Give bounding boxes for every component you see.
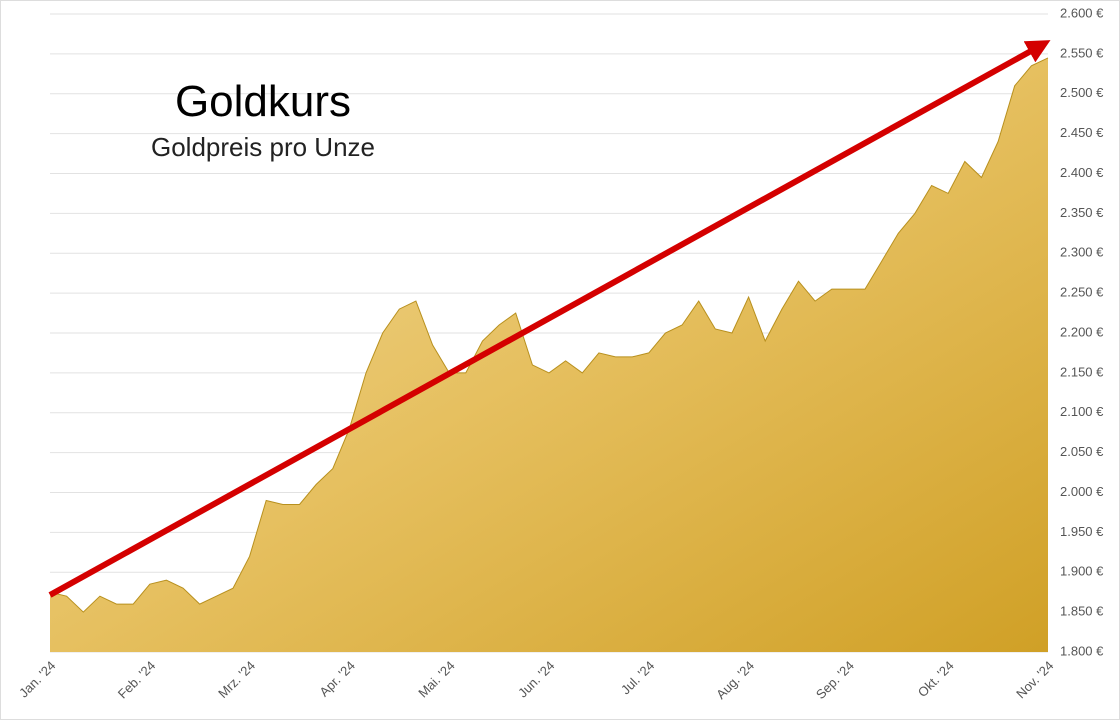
area	[50, 57, 1048, 652]
x-tick-label: Mai. '24	[415, 658, 458, 701]
y-tick-label: 2.050 €	[1060, 444, 1104, 459]
plot	[49, 57, 1049, 652]
x-tick-label: Jul. '24	[618, 658, 657, 697]
x-tick-label: Mrz. '24	[215, 658, 258, 701]
y-tick-label: 2.600 €	[1060, 5, 1104, 20]
trend-arrow	[48, 40, 1051, 598]
y-tick-label: 2.000 €	[1060, 484, 1104, 499]
y-tick-label: 2.150 €	[1060, 364, 1104, 379]
x-tick-label: Jan. '24	[16, 658, 59, 701]
x-tick-label: Sep. '24	[813, 658, 857, 702]
area-line	[49, 57, 1049, 613]
y-tick-label: 2.450 €	[1060, 125, 1104, 140]
y-tick-label: 2.350 €	[1060, 205, 1104, 220]
y-tick-label: 1.900 €	[1060, 564, 1104, 579]
x-tick-label: Aug. '24	[713, 658, 757, 702]
chart-title: Goldkurs	[175, 77, 351, 126]
y-tick-label: 2.100 €	[1060, 404, 1104, 419]
y-tick-label: 2.250 €	[1060, 285, 1104, 300]
x-tick-label: Apr. '24	[316, 658, 357, 699]
chart-subtitle: Goldpreis pro Unze	[151, 132, 375, 162]
y-tick-label: 2.300 €	[1060, 245, 1104, 260]
x-tick-label: Okt. '24	[915, 658, 957, 700]
y-tick-label: 2.550 €	[1060, 45, 1104, 60]
y-tick-label: 1.800 €	[1060, 643, 1104, 658]
y-tick-label: 2.500 €	[1060, 85, 1104, 100]
x-tick-label: Jun. '24	[515, 658, 558, 701]
y-tick-label: 2.200 €	[1060, 324, 1104, 339]
x-tick-label: Feb. '24	[115, 658, 159, 702]
x-tick-label: Nov. '24	[1013, 658, 1056, 701]
y-tick-label: 1.950 €	[1060, 524, 1104, 539]
y-tick-label: 1.850 €	[1060, 604, 1104, 619]
y-tick-label: 2.400 €	[1060, 165, 1104, 180]
